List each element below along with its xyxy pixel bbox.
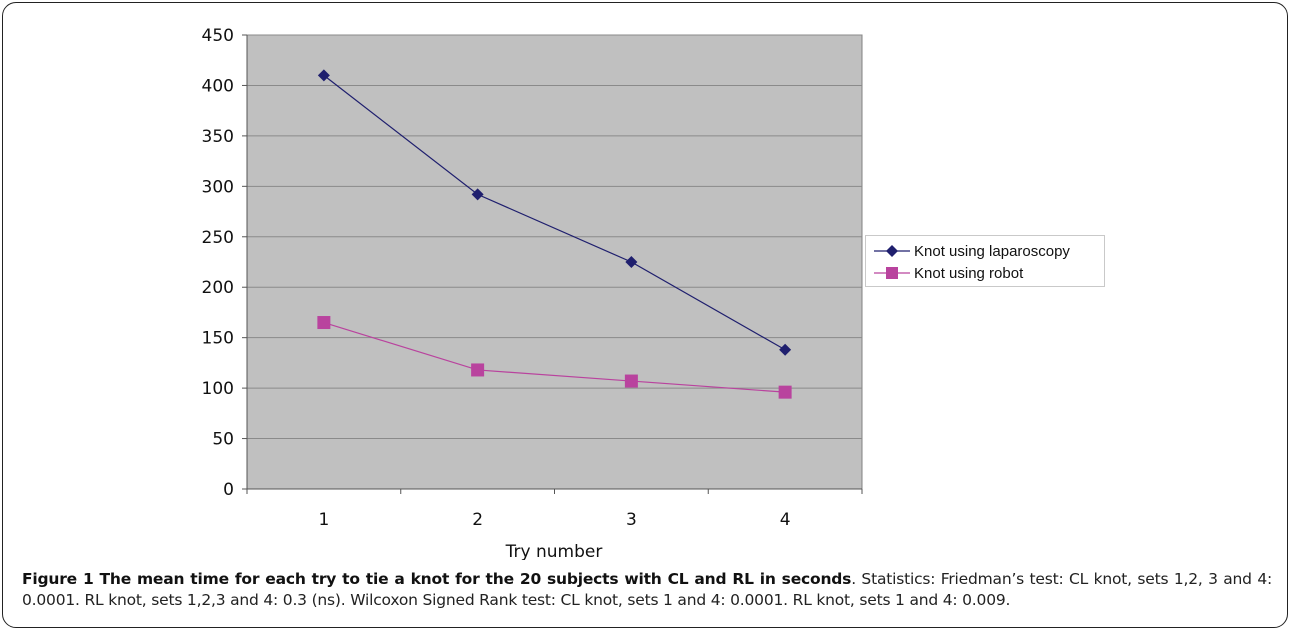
y-axis: 0 50 100 150 200 250 300 350 400 450 — [202, 26, 248, 500]
legend-item-robot: Knot using robot — [874, 263, 1023, 283]
y-tick-label: 250 — [202, 228, 234, 248]
y-tick-label: 300 — [202, 177, 234, 197]
data-point-diamond — [625, 256, 638, 268]
y-tick-label: 100 — [202, 379, 234, 399]
data-point-square — [778, 385, 792, 399]
x-tick-label: 3 — [626, 510, 637, 530]
series-group — [317, 69, 792, 399]
x-tick-label: 1 — [318, 510, 329, 530]
x-tick-label: 2 — [472, 510, 483, 530]
x-axis: 1 2 3 4 — [246, 488, 863, 530]
data-point-diamond — [779, 343, 792, 356]
series-line — [323, 74, 786, 351]
y-tick-label: 400 — [202, 76, 234, 96]
legend-marker-diamond-icon — [874, 245, 910, 257]
line-chart: 0 50 100 150 200 250 300 350 400 450 1 2 3 4 Try num… — [202, 26, 863, 560]
data-point-diamond — [317, 69, 330, 82]
y-tick-label: 150 — [202, 329, 234, 349]
legend-label: Knot using laparoscopy — [914, 242, 1070, 260]
data-point-diamond — [471, 188, 484, 201]
legend-item-laparoscopy: Knot using laparoscopy — [874, 241, 1070, 261]
x-tick-label: 4 — [780, 510, 791, 530]
series-line — [323, 321, 786, 393]
gridlines — [247, 34, 862, 440]
plot-area — [246, 34, 863, 490]
data-point-square — [471, 363, 485, 377]
legend-marker-square-icon — [874, 267, 910, 279]
figure-caption: Figure 1 The mean time for each try to t… — [22, 569, 1272, 611]
caption-title: Figure 1 The mean time for each try to t… — [22, 570, 852, 588]
legend: Knot using laparoscopy Knot using robot — [865, 235, 1105, 287]
y-tick-label: 450 — [202, 26, 234, 46]
caption-text: . Statistics: Friedman’s test: CL knot, … — [22, 570, 1273, 609]
x-axis-title: Try number — [505, 542, 603, 560]
y-tick-label: 0 — [223, 480, 234, 500]
y-tick-label: 50 — [212, 430, 234, 450]
data-point-square — [317, 316, 331, 330]
legend-label: Knot using robot — [914, 264, 1024, 282]
y-tick-label: 350 — [202, 127, 234, 147]
y-tick-label: 200 — [202, 278, 234, 298]
data-point-square — [624, 374, 638, 388]
